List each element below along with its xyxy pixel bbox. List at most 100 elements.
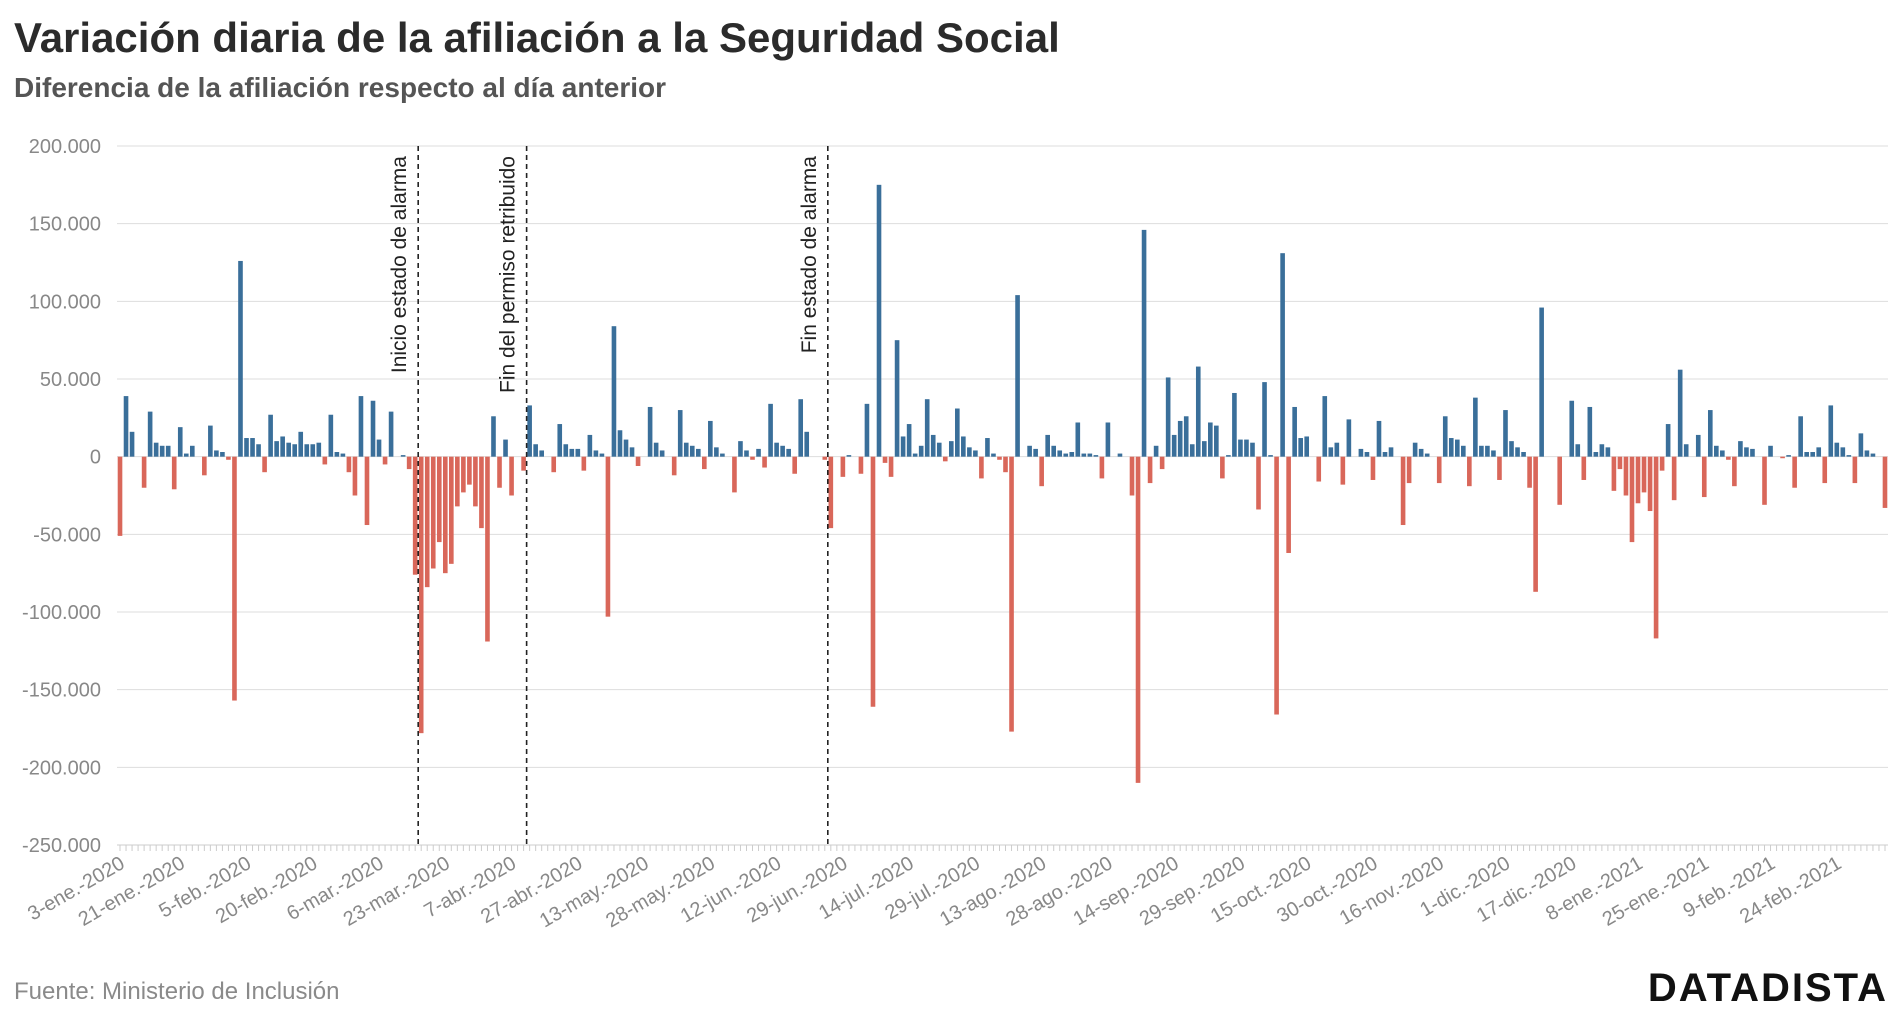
bar	[159, 445, 165, 457]
bar	[1864, 450, 1870, 457]
bar	[744, 450, 749, 457]
bar	[1792, 456, 1797, 488]
bar	[1009, 456, 1014, 732]
bar	[497, 456, 502, 488]
bar	[250, 438, 255, 457]
bar	[581, 456, 587, 471]
bar	[1539, 307, 1544, 457]
bar	[1738, 441, 1743, 457]
bar	[370, 400, 376, 457]
datadista-logo: DATADISTA	[1647, 966, 1888, 1010]
bar	[683, 442, 689, 457]
bar	[1195, 366, 1201, 457]
bar	[322, 456, 328, 465]
bar	[1647, 456, 1653, 512]
bar	[189, 445, 195, 457]
bar	[352, 456, 358, 496]
bar	[202, 456, 207, 476]
bar	[262, 456, 267, 473]
bar	[1587, 406, 1593, 457]
bar	[1208, 422, 1213, 457]
bar	[1358, 448, 1364, 457]
bar	[756, 448, 761, 457]
bar	[671, 456, 677, 476]
bar	[985, 438, 990, 457]
bar	[792, 456, 797, 474]
bar	[418, 456, 424, 734]
bar	[1683, 444, 1689, 457]
bar	[804, 431, 810, 457]
bar	[1129, 456, 1135, 496]
bar	[1328, 447, 1334, 457]
bar	[1575, 444, 1581, 457]
bar	[1701, 456, 1707, 498]
bar	[1105, 422, 1111, 457]
bar	[1479, 445, 1484, 457]
bar	[123, 396, 129, 457]
bar	[436, 456, 442, 543]
annotation-label: Inicio estado de alarma	[388, 156, 411, 373]
bar	[430, 456, 436, 569]
bar	[906, 424, 912, 457]
y-axis: 200.000 150.000 100.000 50.000 0 -50.000 -100.…	[22, 136, 1888, 857]
bar	[1623, 456, 1629, 496]
bar	[1732, 456, 1737, 487]
bar	[1280, 253, 1285, 457]
bar	[689, 445, 695, 457]
chart-title: Variación diaria de la afiliación a la S…	[14, 14, 1060, 61]
bar	[1256, 456, 1261, 510]
bar	[1015, 295, 1020, 457]
bar	[858, 456, 864, 474]
bar	[888, 456, 894, 477]
bar	[702, 456, 707, 470]
bar	[304, 444, 310, 457]
bar	[708, 420, 713, 457]
bar	[1027, 445, 1032, 457]
source-note: Fuente: Ministerio de Inclusión	[14, 978, 340, 1005]
bar	[406, 456, 412, 470]
bar	[244, 438, 249, 457]
bar	[1798, 416, 1803, 457]
bar	[1382, 452, 1388, 457]
bar	[822, 456, 828, 460]
bar	[924, 399, 930, 457]
bar	[1768, 445, 1773, 457]
annotation-label: Fin estado de alarma	[798, 156, 821, 354]
bar	[1117, 453, 1123, 457]
bar	[232, 456, 237, 701]
y-tick-label: -150.000	[22, 680, 101, 702]
bar	[1063, 453, 1069, 457]
bar	[575, 448, 581, 457]
bar	[376, 439, 382, 457]
bar	[695, 448, 701, 457]
bar	[412, 456, 418, 575]
bar	[1557, 456, 1563, 505]
bar	[1081, 453, 1087, 457]
bar	[1340, 456, 1346, 485]
bar	[882, 456, 888, 463]
bar	[828, 456, 834, 529]
bar	[936, 442, 942, 457]
bar	[961, 436, 966, 457]
bar	[1316, 456, 1322, 482]
bar	[1629, 456, 1635, 543]
bar	[1214, 425, 1219, 457]
bar	[286, 442, 291, 457]
bar	[1183, 416, 1189, 457]
bar	[268, 414, 273, 457]
y-tick-label: -250.000	[22, 835, 101, 857]
bar	[165, 445, 171, 457]
bar	[1201, 441, 1207, 457]
bar	[1810, 452, 1816, 457]
bar	[1744, 447, 1749, 457]
bar	[714, 447, 719, 457]
bar	[1400, 456, 1406, 526]
bar	[1147, 456, 1153, 484]
bar	[1635, 456, 1641, 504]
bar	[1159, 456, 1165, 470]
bar	[1497, 456, 1502, 480]
bar	[449, 456, 454, 564]
bar	[214, 450, 219, 457]
bar	[1593, 452, 1599, 457]
bar	[587, 434, 593, 457]
